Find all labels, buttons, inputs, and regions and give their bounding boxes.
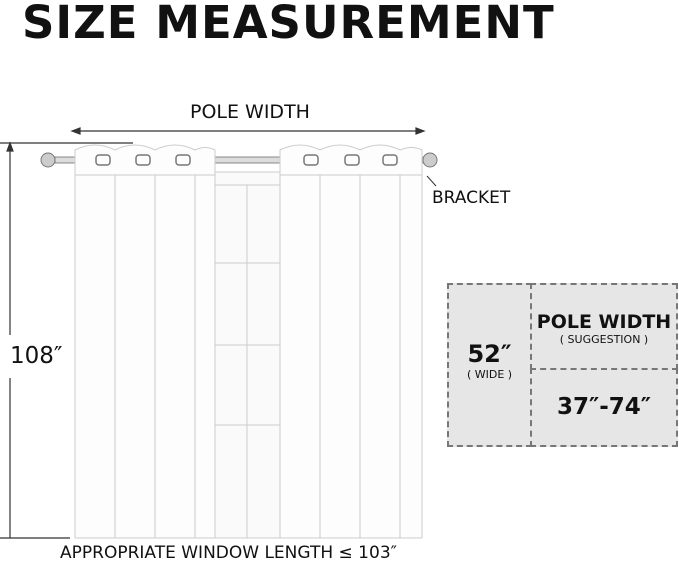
height-label: 108″ xyxy=(10,343,63,369)
pole-range-cell: 37″-74″ xyxy=(530,368,678,447)
window xyxy=(214,171,281,539)
pole-width-cell: POLE WIDTH ( SUGGESTION ) xyxy=(530,283,678,370)
left-curtain xyxy=(74,144,216,539)
width-cell: 52″ ( WIDE ) xyxy=(447,283,532,447)
width-caption: ( WIDE ) xyxy=(466,368,513,381)
title: SIZE MEASUREMENT xyxy=(22,0,555,49)
curtain-rod xyxy=(40,152,438,187)
pole-title: POLE WIDTH xyxy=(536,311,672,333)
pole-width-arrow xyxy=(70,127,426,135)
grommets xyxy=(95,154,398,166)
pole-width-label: POLE WIDTH xyxy=(190,101,310,123)
height-arrow xyxy=(0,141,133,539)
pole-range: 37″-74″ xyxy=(556,394,652,420)
pole-caption: ( SUGGESTION ) xyxy=(559,333,649,346)
right-curtain xyxy=(279,144,423,539)
width-value: 52″ xyxy=(467,340,512,368)
window-length-note: APPROPRIATE WINDOW LENGTH ≤ 103″ xyxy=(60,543,397,563)
bracket-label: BRACKET xyxy=(432,188,511,208)
